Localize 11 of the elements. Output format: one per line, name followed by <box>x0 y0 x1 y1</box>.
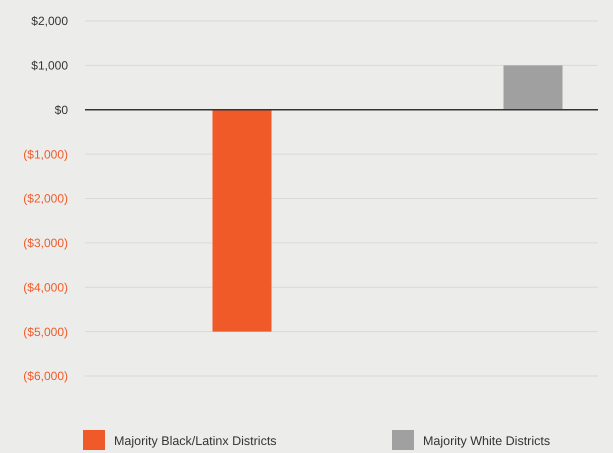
y-tick-label: ($1,000) <box>23 147 68 162</box>
legend-label: Majority Black/Latinx Districts <box>114 434 277 448</box>
y-tick-label: $2,000 <box>31 14 68 28</box>
y-tick-label: ($5,000) <box>23 324 68 339</box>
y-tick-label: $0 <box>54 102 68 117</box>
y-tick-label: $1,000 <box>31 58 68 73</box>
y-tick-label: ($4,000) <box>23 280 68 294</box>
y-tick-label: ($6,000) <box>23 369 68 384</box>
y-tick-label: ($3,000) <box>23 236 68 250</box>
legend-label: Majority White Districts <box>423 434 550 448</box>
y-tick-label: ($2,000) <box>23 192 68 206</box>
